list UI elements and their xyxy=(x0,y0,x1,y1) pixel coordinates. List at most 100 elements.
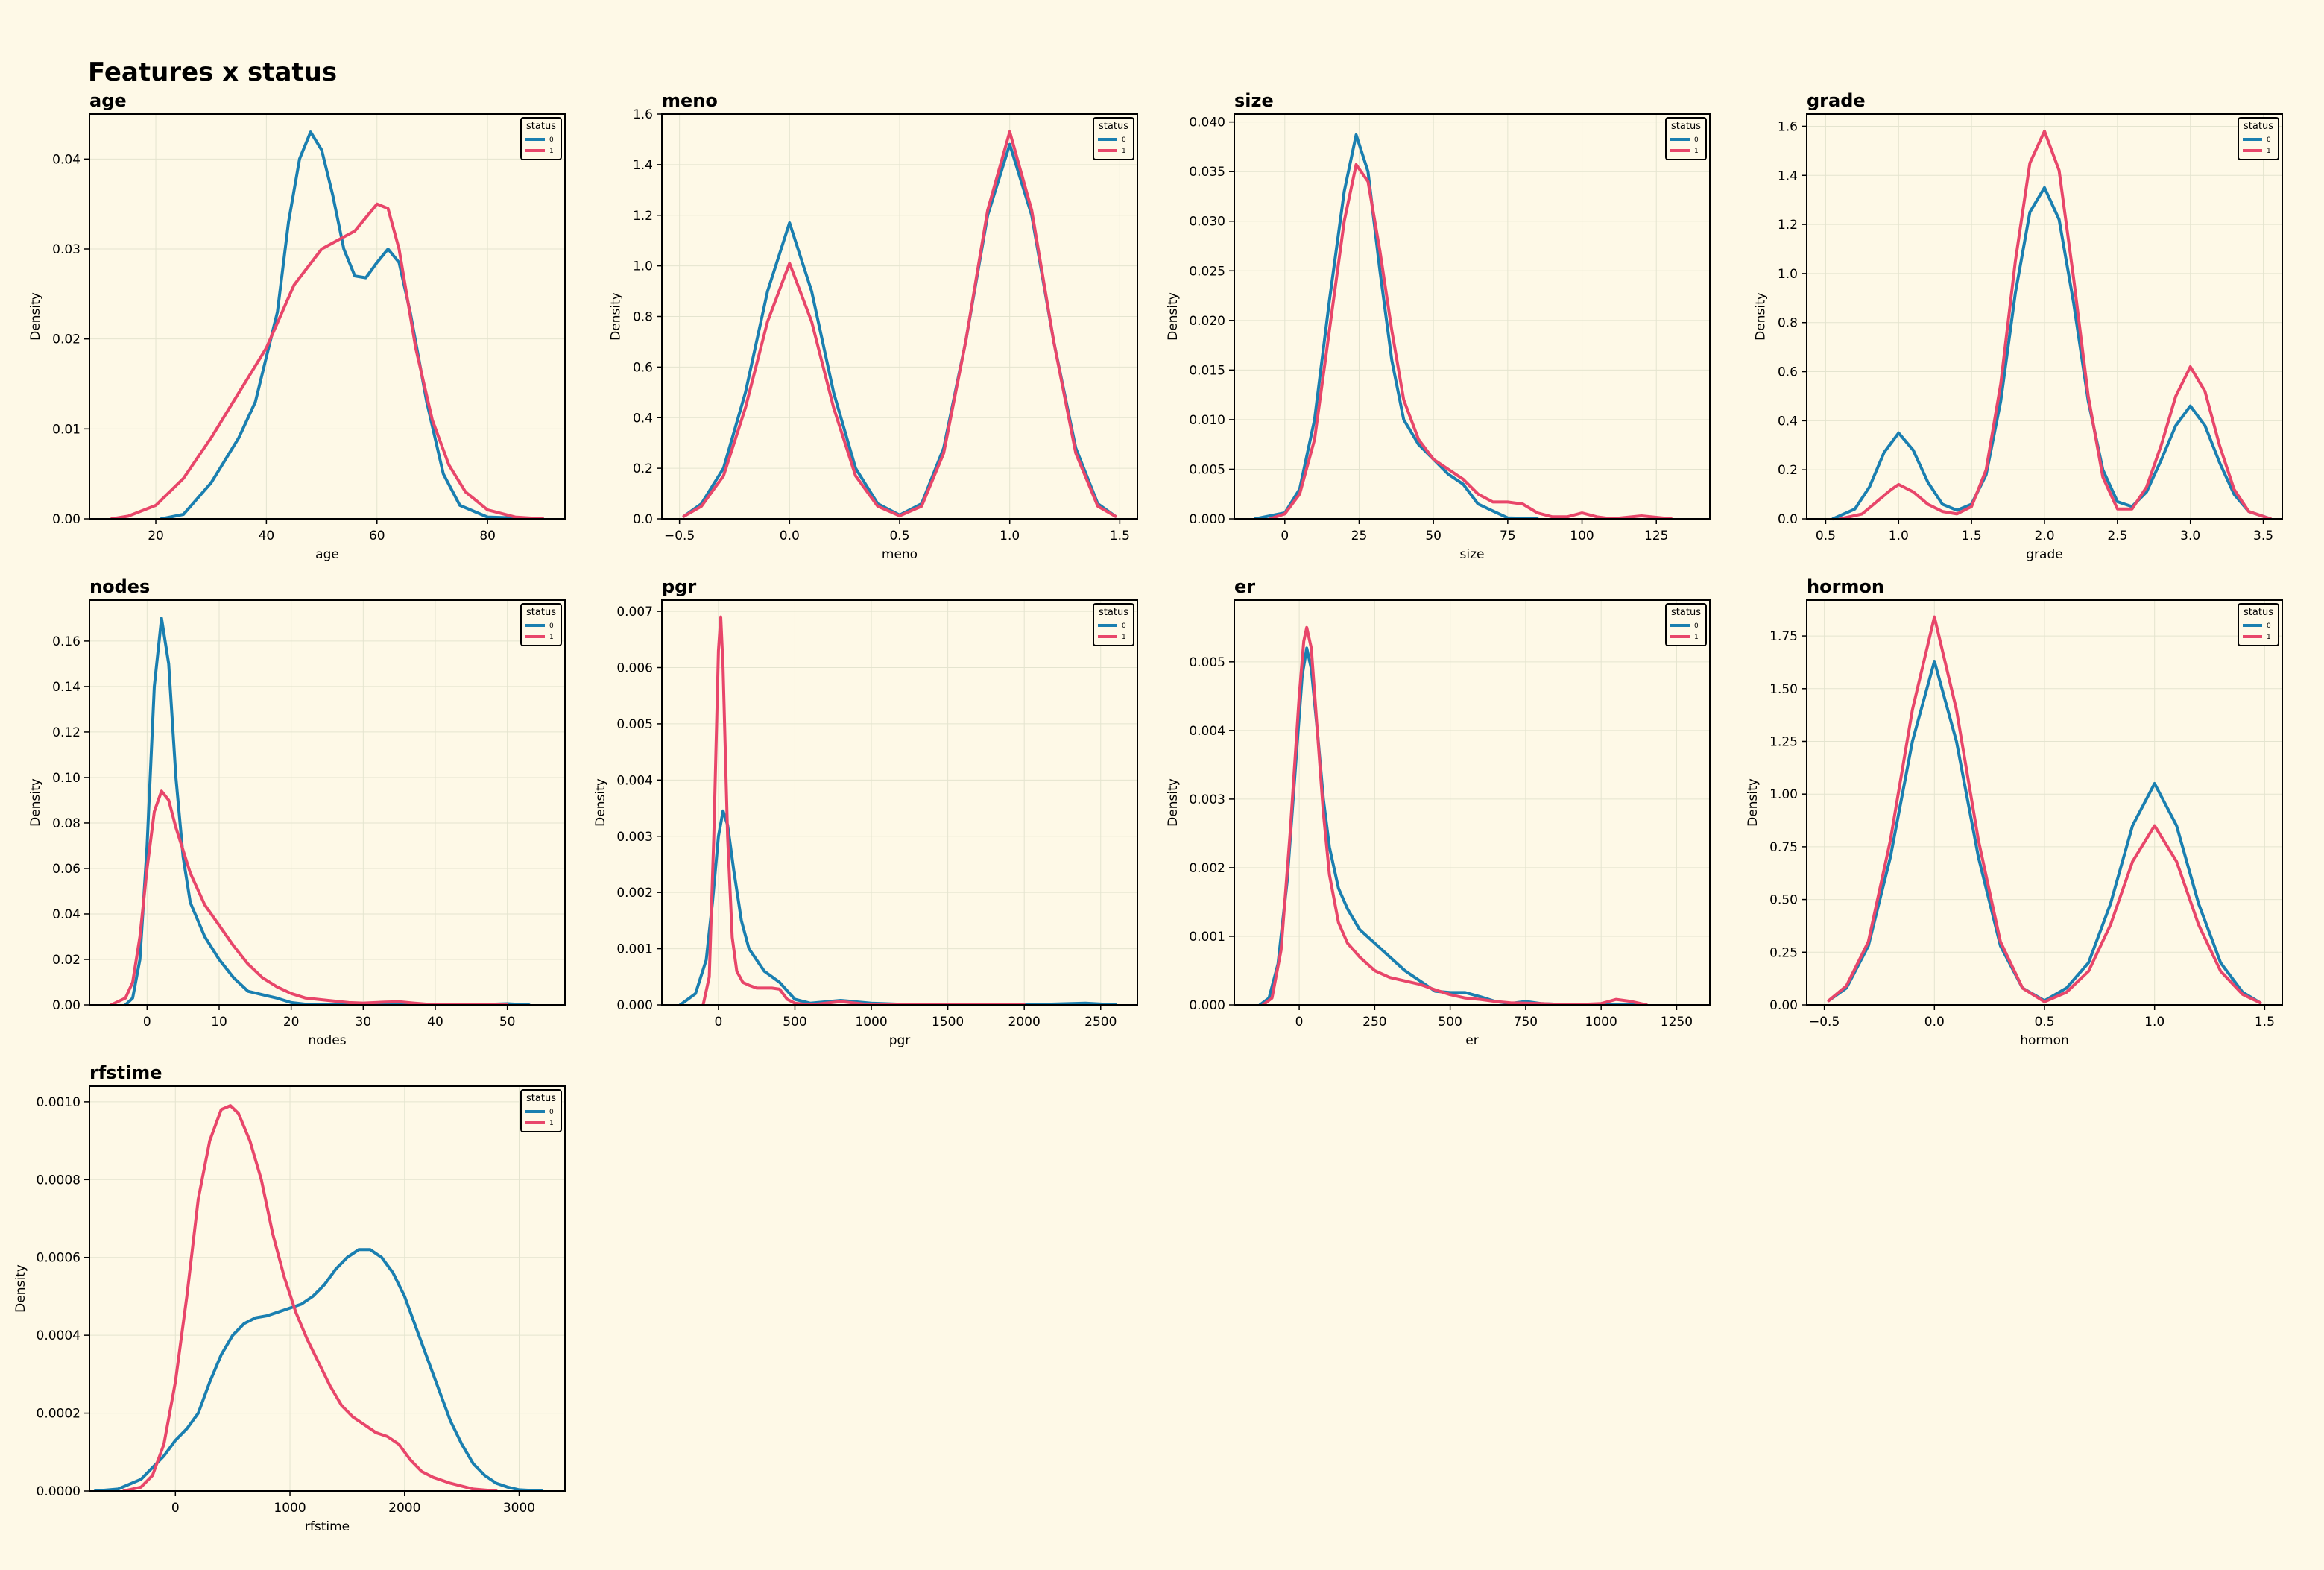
x-axis-label: size xyxy=(1460,547,1485,562)
y-tick-label: 1.75 xyxy=(1769,629,1798,644)
y-tick-label: 0.030 xyxy=(1189,215,1225,230)
legend-title: status xyxy=(2244,121,2273,132)
legend-label-status-1: 1 xyxy=(2267,634,2271,641)
legend-label-status-0: 0 xyxy=(1122,136,1126,144)
subplot-title: nodes xyxy=(89,576,150,597)
y-tick-label: 0.001 xyxy=(616,942,653,957)
y-tick-label: 0.0010 xyxy=(37,1095,80,1110)
kde-line-status-0 xyxy=(1258,646,1648,1006)
y-tick-label: 0.12 xyxy=(52,725,80,740)
x-axis-label: rfstime xyxy=(305,1519,350,1534)
legend-label-status-0: 0 xyxy=(2267,622,2271,630)
y-axis-label: Density xyxy=(13,1264,28,1313)
y-tick-label: 0.02 xyxy=(52,953,80,968)
x-tick-label: 1.5 xyxy=(2255,1015,2275,1030)
x-tick-label: 0.0 xyxy=(1924,1015,1945,1030)
x-tick-label: 40 xyxy=(427,1015,443,1030)
subplot-pgr: 0 500 1000 1500 2000 2500 0.000 0.001 0.002 0.003… xyxy=(593,576,1138,1048)
y-tick-label: 1.6 xyxy=(1778,119,1798,134)
y-tick-label: 0.000 xyxy=(1189,998,1225,1013)
kde-line-status-0 xyxy=(678,809,1118,1006)
y-tick-label: 0.75 xyxy=(1769,840,1798,855)
y-tick-label: 0.010 xyxy=(1189,413,1225,428)
legend-title: status xyxy=(1671,607,1701,618)
x-tick-label: 2000 xyxy=(388,1501,420,1516)
y-tick-label: 0.02 xyxy=(52,332,80,347)
y-axis-label: Density xyxy=(608,292,623,341)
x-tick-label: 1500 xyxy=(932,1015,964,1030)
x-tick-label: 0 xyxy=(1281,529,1289,543)
x-tick-label: 1.0 xyxy=(1000,529,1020,543)
y-tick-label: 0.50 xyxy=(1769,893,1798,908)
axes-frame xyxy=(1234,599,1711,1006)
y-tick-label: 1.4 xyxy=(1778,168,1798,183)
subplot-rfstime: 0 1000 2000 3000 0.0000 0.0002 0.0004 0.0006 0.0… xyxy=(13,1062,566,1534)
x-tick-label: 250 xyxy=(1362,1015,1386,1030)
y-tick-label: 0.4 xyxy=(1778,414,1798,429)
y-tick-label: 0.020 xyxy=(1189,314,1225,329)
axes-frame xyxy=(89,1085,566,1492)
y-axis-label: Density xyxy=(1166,778,1181,827)
y-tick-label: 0.06 xyxy=(52,862,80,877)
y-tick-label: 0.03 xyxy=(52,242,80,257)
y-tick-label: 0.003 xyxy=(616,830,653,845)
y-tick-label: 0.14 xyxy=(52,680,80,695)
subplot-title: grade xyxy=(1807,90,1866,111)
y-tick-label: 0.2 xyxy=(1778,463,1798,478)
x-tick-label: −0.5 xyxy=(1809,1015,1840,1030)
x-axis-label: hormon xyxy=(2020,1033,2069,1048)
y-tick-label: 0.0006 xyxy=(37,1251,80,1266)
x-axis-label: er xyxy=(1465,1033,1478,1048)
x-tick-label: 20 xyxy=(148,529,164,543)
subplot-age: 20 40 60 80 0.00 0.01 0.02 0.03 0.04 age Density ag… xyxy=(28,90,566,562)
legend: status 0 1 xyxy=(520,117,562,160)
legend-title: status xyxy=(526,121,556,132)
subplot-title: hormon xyxy=(1807,576,1884,597)
subplot-nodes: 0 10 20 30 40 500.000.020.040.060.080.100.120… xyxy=(28,576,566,1048)
y-tick-label: 0.040 xyxy=(1189,116,1225,130)
legend-label-status-1: 1 xyxy=(2267,148,2271,155)
y-tick-label: 0.025 xyxy=(1189,264,1225,279)
legend-label-status-1: 1 xyxy=(1694,634,1699,641)
y-tick-label: 0.000 xyxy=(616,998,653,1013)
legend: status 0 1 xyxy=(1093,603,1134,646)
x-tick-label: 3.5 xyxy=(2253,529,2273,543)
kde-line-status-0 xyxy=(160,130,545,520)
x-tick-label: 0 xyxy=(171,1501,180,1516)
x-tick-label: 30 xyxy=(356,1015,372,1030)
y-tick-label: 0.6 xyxy=(633,360,653,375)
x-tick-label: −0.5 xyxy=(664,529,695,543)
y-tick-label: 0.2 xyxy=(633,461,653,476)
kde-line-status-0 xyxy=(93,1248,544,1492)
subplot-title: er xyxy=(1234,576,1255,597)
legend: status 0 1 xyxy=(2238,117,2279,160)
kde-line-status-1 xyxy=(682,130,1117,518)
y-tick-label: 1.00 xyxy=(1769,787,1798,802)
y-tick-label: 0.003 xyxy=(1189,792,1225,807)
legend-label-status-0: 0 xyxy=(1694,136,1699,144)
legend-label-status-1: 1 xyxy=(1694,148,1699,155)
x-tick-label: 2000 xyxy=(1008,1015,1041,1030)
x-tick-label: 0.5 xyxy=(889,529,909,543)
axes-frame xyxy=(89,113,566,520)
y-tick-label: 1.0 xyxy=(633,259,653,274)
y-tick-label: 1.50 xyxy=(1769,682,1798,697)
legend-label-status-0: 0 xyxy=(1694,622,1699,630)
y-tick-label: 0.04 xyxy=(52,152,80,167)
kde-line-status-0 xyxy=(1253,133,1539,520)
kde-line-status-1 xyxy=(1268,163,1673,520)
legend-label-status-1: 1 xyxy=(549,634,554,641)
x-tick-label: 75 xyxy=(1500,529,1516,543)
y-tick-label: 0.8 xyxy=(633,310,653,325)
y-tick-label: 0.006 xyxy=(616,661,653,676)
legend-label-status-0: 0 xyxy=(1122,622,1126,630)
x-tick-label: 0 xyxy=(143,1015,151,1030)
kde-line-status-1 xyxy=(122,1104,498,1492)
y-tick-label: 0.10 xyxy=(52,771,80,786)
x-tick-label: 1000 xyxy=(274,1501,306,1516)
y-tick-label: 0.04 xyxy=(52,907,80,922)
y-axis-label: Density xyxy=(1166,292,1181,341)
kde-line-status-1 xyxy=(1839,130,2273,520)
axes-frame xyxy=(1234,113,1711,520)
